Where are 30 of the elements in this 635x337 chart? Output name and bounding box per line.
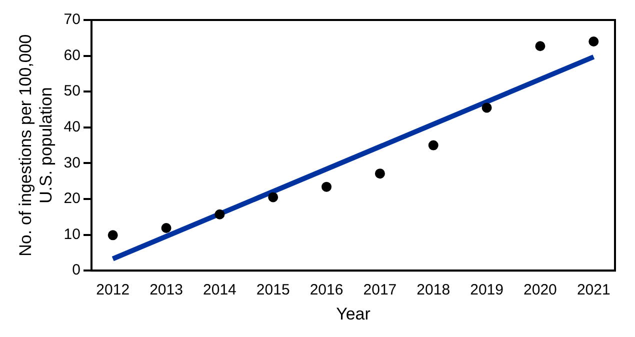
y-tick-label: 70 <box>64 11 80 28</box>
x-tick-label: 2016 <box>310 282 344 299</box>
point <box>374 168 385 179</box>
y-tick-label: 20 <box>64 190 80 208</box>
point <box>268 192 278 202</box>
x-tick-label: 2017 <box>363 282 397 299</box>
x-tick-label: 2021 <box>576 282 610 299</box>
y-tick-label: 60 <box>64 46 80 64</box>
y-tick-label: 10 <box>64 226 80 243</box>
point <box>322 182 332 192</box>
point <box>108 230 118 240</box>
point <box>214 209 225 220</box>
x-tick-label: 2015 <box>256 282 290 299</box>
point <box>588 36 599 46</box>
point <box>428 140 438 150</box>
x-axis-title: Year <box>336 304 371 324</box>
y-tick-label: 30 <box>64 154 80 172</box>
y-tick-label: 50 <box>64 82 80 100</box>
point <box>482 102 492 113</box>
point <box>535 41 546 52</box>
x-tick-label: 2018 <box>416 282 450 299</box>
y-axis-title: No. of ingestions per 100,000 U.S. population <box>16 34 56 256</box>
x-tick-label: 2019 <box>470 282 504 299</box>
y-tick-label: 0 <box>72 262 80 279</box>
point <box>161 223 172 233</box>
x-tick-label: 2013 <box>150 282 183 299</box>
y-tick-label: 40 <box>64 118 80 136</box>
x-tick-label: 2014 <box>203 282 236 299</box>
x-tick-label: 2012 <box>96 282 130 299</box>
x-tick-label: 2020 <box>524 282 557 299</box>
